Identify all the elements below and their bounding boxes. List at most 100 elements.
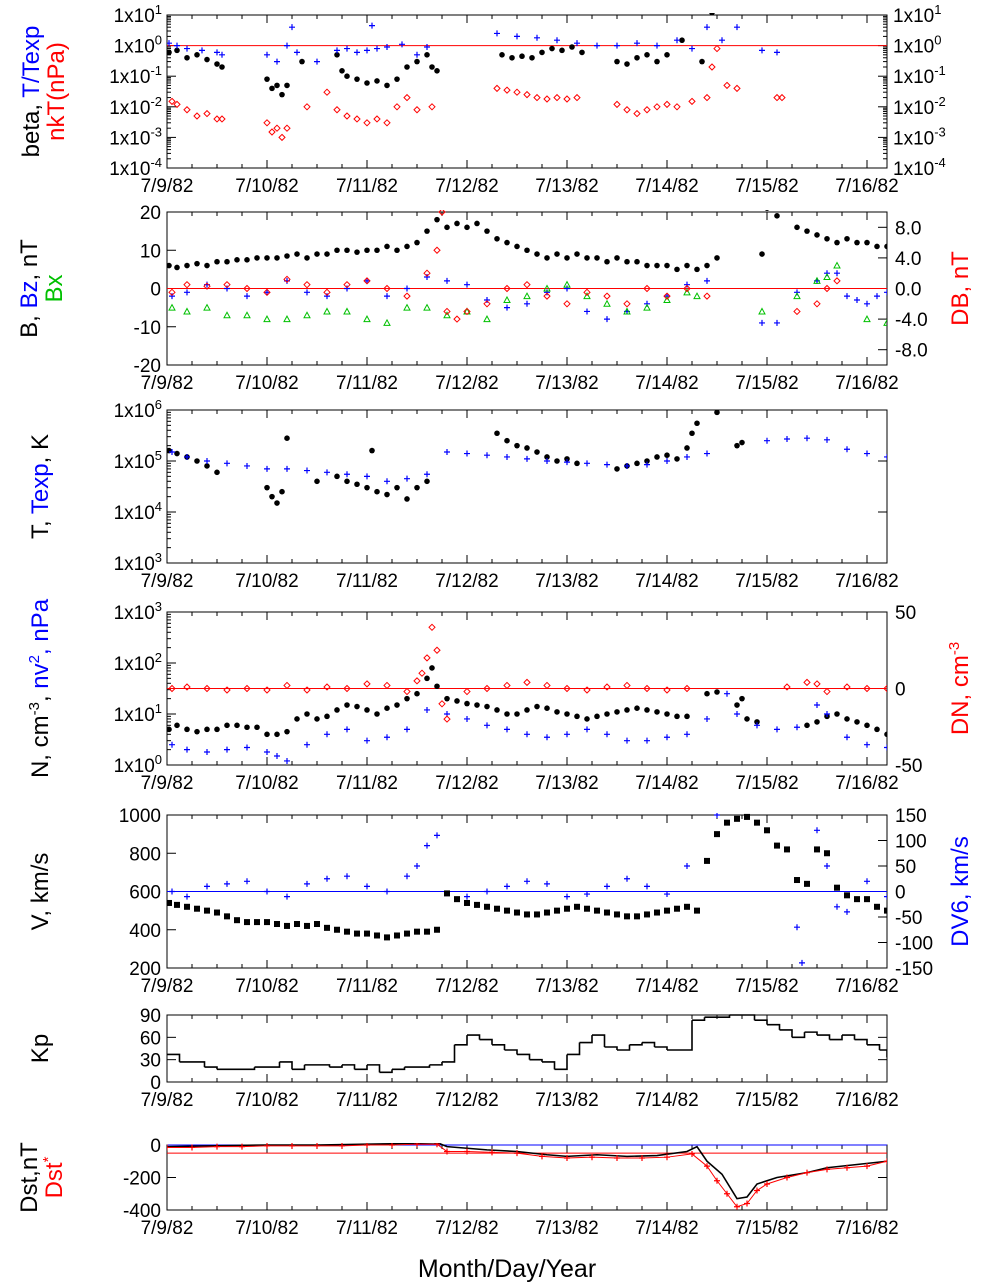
data-point xyxy=(223,280,231,289)
data-point xyxy=(168,288,176,297)
data-point xyxy=(344,873,350,880)
data-point xyxy=(654,709,660,715)
data-point xyxy=(503,681,511,690)
data-point xyxy=(564,285,570,292)
data-point xyxy=(454,698,460,704)
data-point xyxy=(724,819,730,826)
data-point xyxy=(184,54,190,61)
right-tick-label: 1x10-4 xyxy=(893,155,946,180)
data-point xyxy=(289,24,295,31)
x-tick-label: 7/13/82 xyxy=(535,373,598,394)
data-point xyxy=(203,282,211,290)
x-tick-label: 7/9/82 xyxy=(141,571,194,592)
data-point xyxy=(774,213,780,219)
data-point xyxy=(414,690,420,697)
y-tick-label: 1x10-4 xyxy=(109,155,162,180)
right-tick-label: -150 xyxy=(895,959,933,980)
data-point xyxy=(784,846,790,853)
data-point xyxy=(624,258,630,265)
data-point xyxy=(523,678,531,687)
data-point xyxy=(174,47,180,54)
data-point xyxy=(843,683,851,691)
panel-frame xyxy=(166,1014,888,1083)
data-point xyxy=(344,478,350,485)
data-point xyxy=(484,452,490,459)
x-tick-label: 7/15/82 xyxy=(735,571,798,592)
data-point xyxy=(543,681,551,690)
data-point xyxy=(783,683,791,691)
data-point xyxy=(719,37,725,44)
data-point xyxy=(404,243,410,250)
data-point xyxy=(634,258,640,265)
data-point xyxy=(394,76,400,82)
data-point xyxy=(214,61,220,67)
data-point xyxy=(199,47,205,54)
data-point xyxy=(464,715,470,722)
panel-beta: 7/9/82 7/10/82 7/11/82 7/12/82 7/13/82 7/14/8… xyxy=(141,13,899,197)
data-point xyxy=(644,461,650,468)
data-point xyxy=(284,253,290,259)
data-point xyxy=(604,909,610,916)
data-point xyxy=(169,741,175,748)
y-tick-label: 30 xyxy=(140,1051,161,1072)
data-point xyxy=(704,690,710,697)
data-point xyxy=(564,731,570,738)
data-point xyxy=(244,293,250,300)
x-tick-label: 7/15/82 xyxy=(735,1218,798,1239)
data-point xyxy=(483,300,491,308)
data-point xyxy=(183,280,191,289)
data-point xyxy=(303,686,311,694)
data-point xyxy=(699,58,705,65)
data-point xyxy=(564,255,570,261)
data-point xyxy=(663,100,671,109)
data-point xyxy=(499,52,505,58)
data-point xyxy=(344,471,350,478)
data-point xyxy=(874,293,880,300)
data-point xyxy=(304,880,310,887)
data-point xyxy=(739,695,745,702)
data-point xyxy=(584,716,590,722)
data-point xyxy=(434,926,440,933)
left-axis-label: Kp xyxy=(27,1034,54,1063)
panel-frame xyxy=(166,409,888,564)
x-tick-label: 7/16/82 xyxy=(835,176,898,197)
data-point xyxy=(684,731,690,738)
x-tick-label: 7/15/82 xyxy=(735,1090,798,1111)
data-point xyxy=(264,484,270,491)
data-point xyxy=(304,255,310,261)
data-point xyxy=(184,453,190,460)
data-point xyxy=(563,95,571,103)
data-point xyxy=(483,684,491,693)
data-point xyxy=(303,311,311,319)
right-tick-label: 0.0 xyxy=(895,280,921,301)
data-point xyxy=(344,702,350,708)
data-point xyxy=(644,52,650,58)
data-point xyxy=(384,734,390,741)
data-point xyxy=(404,496,410,502)
data-point xyxy=(414,484,420,491)
data-point xyxy=(834,239,840,246)
data-point xyxy=(224,460,230,467)
data-point xyxy=(544,734,550,741)
data-point xyxy=(464,281,470,288)
data-point xyxy=(423,303,431,311)
data-point xyxy=(204,458,210,464)
y-tick-label: 1x100 xyxy=(114,752,162,777)
data-point xyxy=(594,713,600,720)
data-point xyxy=(244,724,250,731)
data-point xyxy=(264,255,270,261)
x-tick-label: 7/14/82 xyxy=(635,1218,698,1239)
data-point xyxy=(754,719,760,725)
right-axis-label: DB, nT xyxy=(947,251,974,326)
data-point xyxy=(394,702,400,708)
data-point xyxy=(814,846,820,853)
data-point xyxy=(564,711,570,717)
data-point xyxy=(429,64,435,70)
data-point xyxy=(344,928,350,935)
data-point xyxy=(364,80,370,86)
data-point xyxy=(574,713,580,720)
x-tick-label: 7/14/82 xyxy=(635,373,698,394)
data-point xyxy=(224,746,230,753)
data-point xyxy=(584,460,590,467)
data-point xyxy=(194,52,200,58)
